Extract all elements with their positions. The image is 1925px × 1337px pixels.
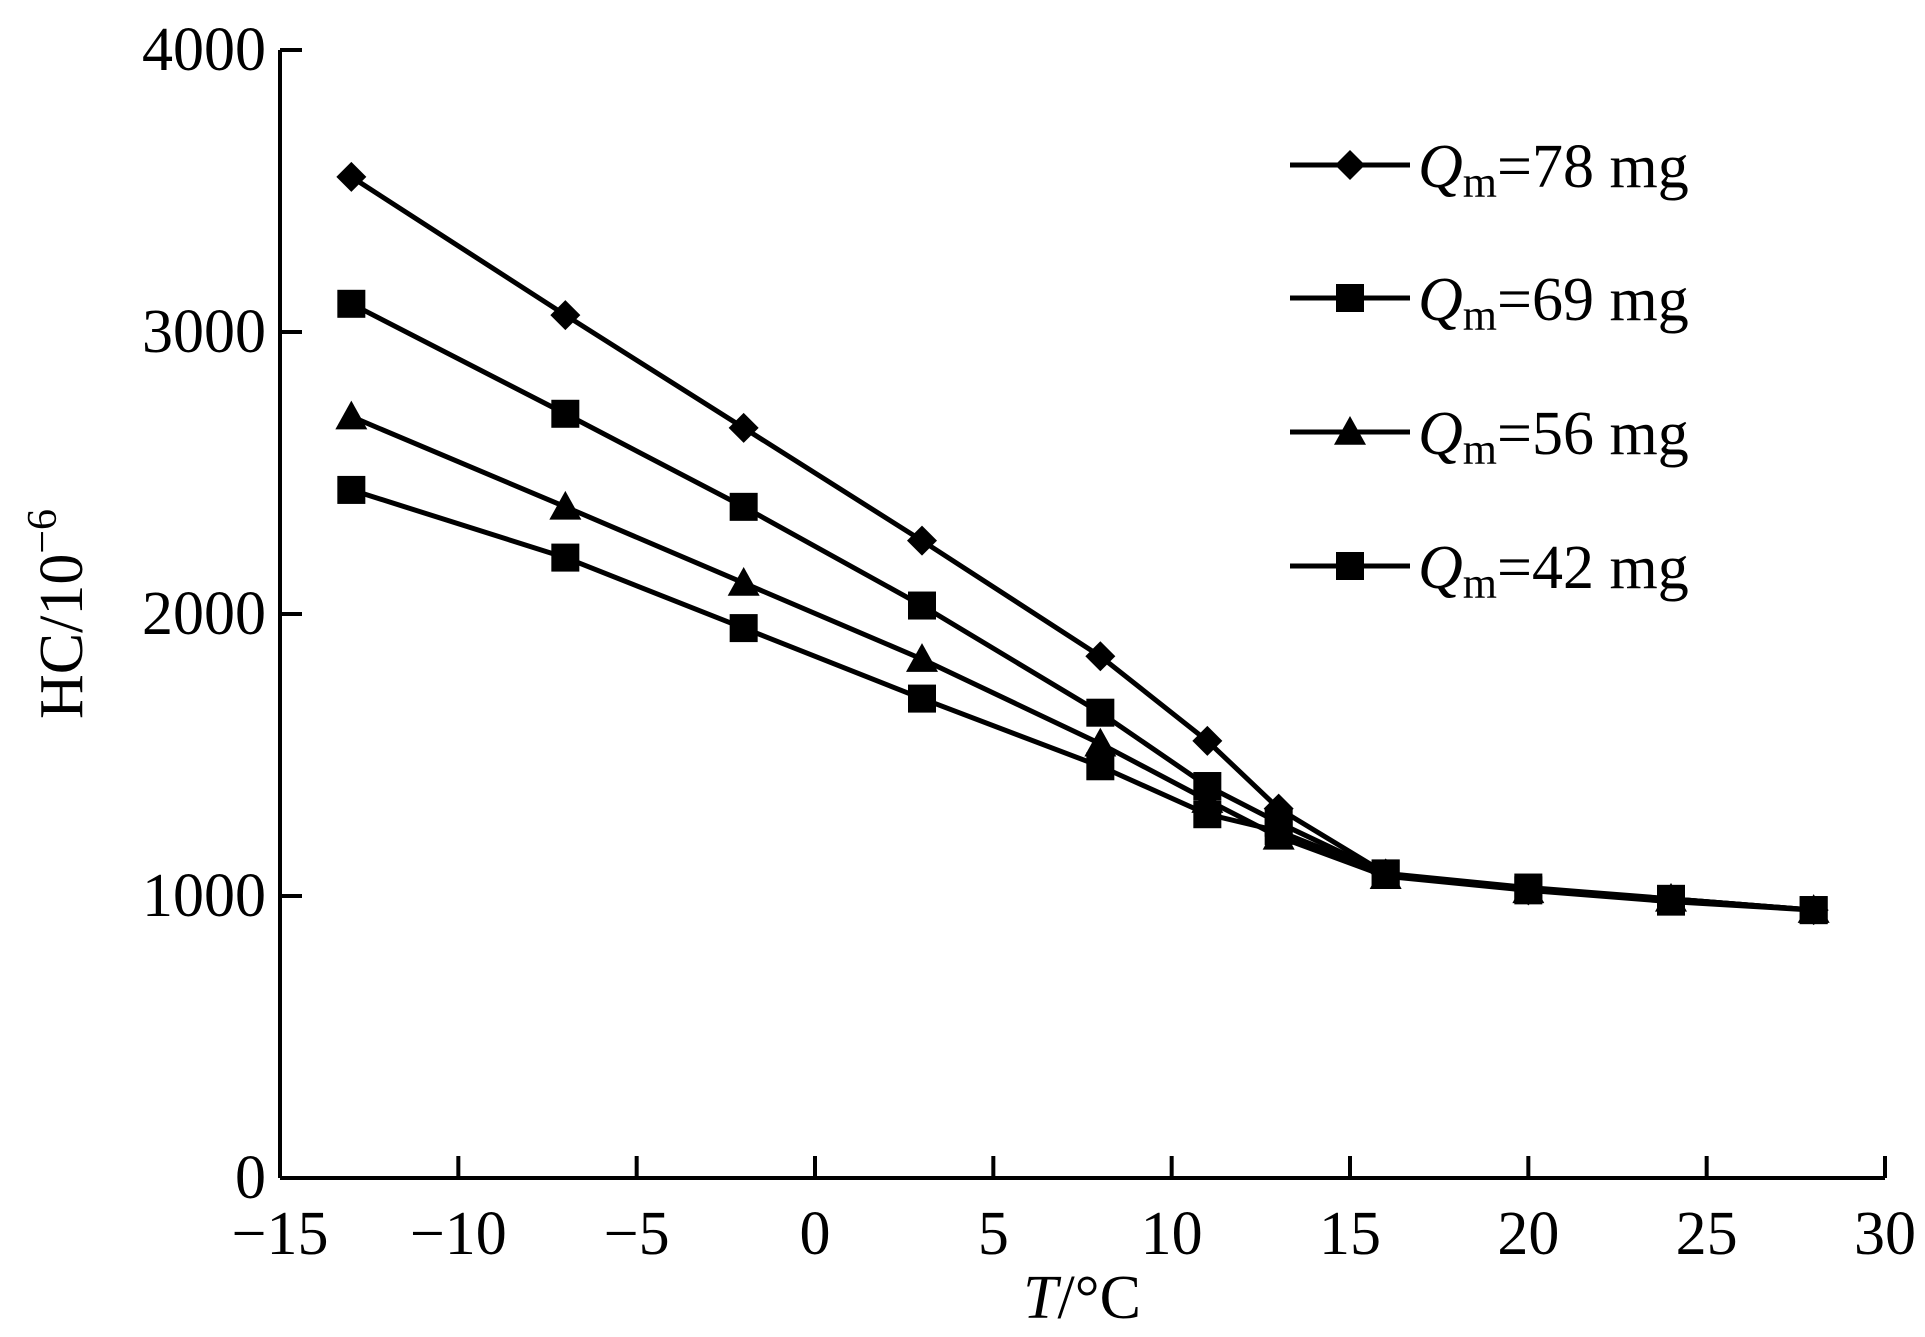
legend-label: Qm=42 mg: [1418, 534, 1689, 608]
data-point: [549, 490, 582, 520]
x-tick-label: −5: [604, 1200, 670, 1268]
x-ticks: −15 −10 −5 0 5 10 15 20 25 30: [232, 1156, 1916, 1268]
x-tick-label: 30: [1854, 1200, 1916, 1268]
legend-marker: [1336, 284, 1364, 312]
x-axis-title-symbol: T: [1023, 1264, 1062, 1332]
data-point: [551, 399, 580, 428]
series-2: [337, 289, 1828, 925]
data-point: [1085, 641, 1116, 672]
data-point: [1264, 817, 1293, 846]
data-point: [1192, 725, 1223, 756]
y-tick-label: 0: [235, 1144, 266, 1212]
legend-subscript: m: [1463, 291, 1497, 340]
data-point: [908, 591, 936, 620]
data-point: [729, 614, 758, 643]
legend-subscript: m: [1463, 559, 1497, 608]
data-point: [907, 525, 937, 556]
data-point: [727, 566, 760, 596]
series-line: [350, 414, 1814, 913]
series-4: [337, 475, 1828, 925]
y-tick-label: 1000: [142, 862, 266, 930]
data-point: [1514, 876, 1543, 905]
legend-value: =56 mg: [1497, 400, 1689, 468]
series-3: [335, 400, 1830, 923]
data-point: [335, 400, 368, 430]
data-point: [336, 161, 367, 192]
legend-label: Qm=69 mg: [1418, 266, 1689, 340]
x-tick-label: 20: [1497, 1200, 1559, 1268]
legend-marker: [1336, 552, 1364, 580]
data-point: [1086, 752, 1115, 781]
x-tick-label: 10: [1141, 1200, 1203, 1268]
x-axis-title: T/°C: [1023, 1264, 1141, 1332]
axes: [278, 50, 1885, 1180]
legend-symbol: Q: [1418, 133, 1463, 201]
x-tick-label: 5: [978, 1200, 1009, 1268]
legend-marker: [1334, 416, 1366, 445]
y-tick-label: 3000: [142, 298, 266, 366]
x-axis-title-unit: /°C: [1058, 1264, 1141, 1332]
data-point: [1193, 800, 1222, 829]
data-point: [337, 475, 366, 504]
legend-symbol: Q: [1418, 266, 1463, 334]
y-ticks: 0 1000 2000 3000 4000: [142, 16, 302, 1212]
legend-value: =78 mg: [1497, 133, 1689, 201]
data-point: [908, 684, 936, 713]
x-tick-label: −10: [410, 1200, 507, 1268]
y-axis-title: HC/10−6: [20, 509, 96, 719]
y-axis-title-exponent: −6: [20, 509, 66, 554]
legend-item: Qm=42 mg: [1290, 534, 1689, 608]
data-point: [906, 643, 938, 672]
legend-symbol: Q: [1418, 534, 1463, 602]
data-point: [1371, 859, 1400, 888]
y-tick-label: 2000: [142, 580, 266, 648]
data-point: [337, 289, 366, 318]
data-point: [550, 300, 581, 331]
legend-item: Qm=56 mg: [1290, 400, 1689, 474]
legend-value: =42 mg: [1497, 534, 1689, 602]
x-tick-label: 15: [1319, 1200, 1381, 1268]
y-axis-title-base: HC/10: [28, 554, 96, 719]
series-layer: [335, 161, 1830, 926]
data-point: [728, 412, 759, 443]
data-point: [1084, 727, 1117, 757]
legend-subscript: m: [1463, 425, 1497, 474]
legend-value: =69 mg: [1497, 266, 1689, 334]
legend-item: Qm=78 mg: [1290, 133, 1689, 207]
x-tick-label: 0: [800, 1200, 831, 1268]
x-tick-label: 25: [1676, 1200, 1738, 1268]
x-tick-label: −15: [232, 1200, 329, 1268]
series-line: [350, 301, 1814, 913]
legend-symbol: Q: [1418, 400, 1463, 468]
data-point: [1799, 896, 1828, 925]
data-point: [1657, 887, 1685, 916]
data-point: [551, 543, 580, 572]
legend-label: Qm=78 mg: [1418, 133, 1689, 207]
y-tick-label: 4000: [142, 16, 266, 84]
legend-subscript: m: [1463, 158, 1497, 207]
legend-item: Qm=69 mg: [1290, 266, 1689, 340]
data-point: [729, 492, 758, 521]
data-point: [1086, 698, 1115, 727]
legend-marker: [1335, 150, 1365, 180]
legend-label: Qm=56 mg: [1418, 400, 1689, 474]
